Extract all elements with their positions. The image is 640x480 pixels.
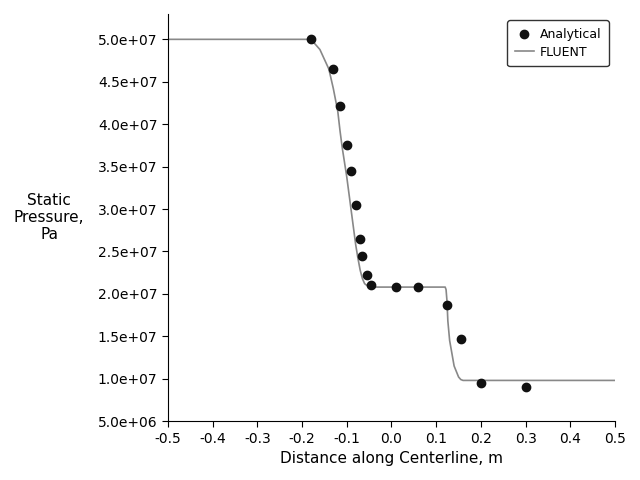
FLUENT	[345, 191, 353, 197]
Analytical	[456, 335, 466, 343]
Legend: Analytical, FLUENT: Analytical, FLUENT	[508, 20, 609, 66]
Analytical	[413, 283, 424, 291]
Line: FLUENT: FLUENT	[168, 39, 615, 381]
FLUENT	[316, 47, 324, 52]
FLUENT	[330, 85, 337, 91]
FLUENT	[611, 378, 619, 384]
Analytical	[442, 301, 452, 309]
FLUENT	[424, 284, 431, 290]
FLUENT	[442, 284, 449, 290]
Analytical	[366, 282, 376, 289]
X-axis label: Distance along Centerline, m: Distance along Centerline, m	[280, 451, 503, 466]
FLUENT	[356, 267, 364, 273]
Analytical	[328, 65, 339, 73]
FLUENT	[379, 284, 387, 290]
FLUENT	[340, 159, 348, 165]
FLUENT	[455, 374, 463, 380]
FLUENT	[446, 337, 454, 343]
FLUENT	[352, 242, 360, 248]
FLUENT	[365, 284, 373, 290]
Analytical	[342, 142, 352, 149]
FLUENT	[334, 108, 342, 114]
Analytical	[357, 252, 367, 260]
Analytical	[391, 283, 401, 291]
Analytical	[335, 102, 345, 109]
FLUENT	[392, 284, 400, 290]
Analytical	[306, 36, 316, 43]
FLUENT	[358, 276, 366, 281]
FLUENT	[336, 128, 344, 134]
FLUENT	[433, 284, 440, 290]
FLUENT	[349, 225, 357, 230]
FLUENT	[451, 363, 458, 369]
FLUENT	[325, 66, 333, 72]
FLUENT	[457, 377, 465, 383]
FLUENT	[442, 287, 450, 292]
FLUENT	[354, 255, 362, 261]
FLUENT	[164, 36, 172, 42]
Analytical	[346, 167, 356, 175]
FLUENT	[339, 145, 346, 151]
Analytical	[355, 235, 365, 242]
FLUENT	[374, 284, 382, 290]
FLUENT	[388, 284, 396, 290]
Analytical	[362, 271, 372, 279]
FLUENT	[415, 284, 422, 290]
FLUENT	[370, 284, 378, 290]
FLUENT	[361, 281, 369, 287]
FLUENT	[397, 284, 404, 290]
Analytical	[351, 201, 361, 209]
FLUENT	[383, 284, 391, 290]
FLUENT	[307, 36, 315, 42]
FLUENT	[460, 378, 467, 384]
FLUENT	[443, 298, 451, 303]
FLUENT	[363, 283, 371, 288]
FLUENT	[343, 174, 351, 180]
FLUENT	[348, 208, 355, 214]
Analytical	[476, 379, 486, 387]
FLUENT	[406, 284, 413, 290]
Analytical	[520, 384, 531, 391]
FLUENT	[444, 318, 452, 324]
Y-axis label: Static
Pressure,
Pa: Static Pressure, Pa	[14, 192, 84, 242]
